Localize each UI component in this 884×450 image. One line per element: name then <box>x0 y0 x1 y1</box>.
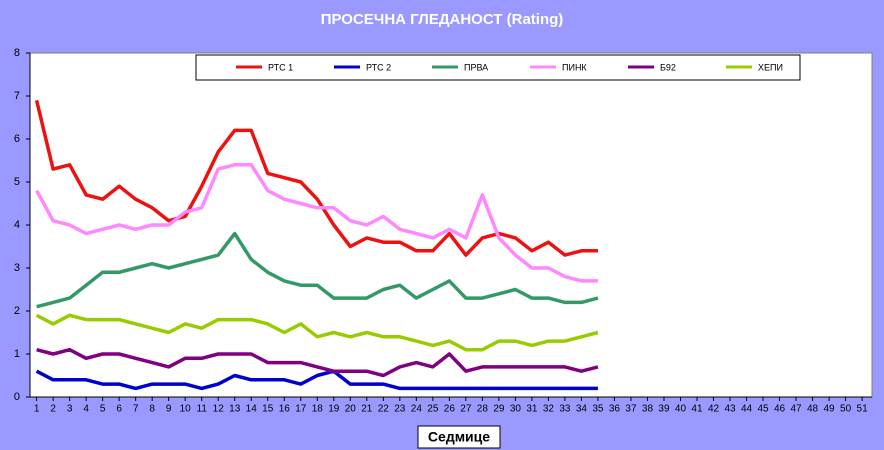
x-label-box <box>417 425 501 449</box>
x-tick-label: 13 <box>229 404 241 415</box>
y-tick-label: 6 <box>14 133 20 145</box>
x-tick-label: 44 <box>741 404 753 415</box>
x-tick-label: 42 <box>708 404 720 415</box>
x-tick-label: 6 <box>116 404 122 415</box>
x-tick-label: 36 <box>609 404 621 415</box>
y-tick-label: 5 <box>14 176 20 188</box>
x-tick-label: 25 <box>427 404 439 415</box>
legend <box>195 54 801 81</box>
x-tick-label: 3 <box>67 404 73 415</box>
x-tick-label: 41 <box>691 404 703 415</box>
x-tick-label: 24 <box>411 404 423 415</box>
legend-label: ПИНК <box>562 62 587 72</box>
chart-title: ПРОСЕЧНА ГЛЕДАНОСТ (Rating) <box>321 11 564 28</box>
x-tick-label: 8 <box>149 404 155 415</box>
x-tick-label: 51 <box>857 404 869 415</box>
x-tick-label: 22 <box>378 404 390 415</box>
y-tick-label: 7 <box>14 90 20 102</box>
x-tick-label: 28 <box>477 404 489 415</box>
x-tick-label: 15 <box>262 404 274 415</box>
x-tick-label: 10 <box>180 404 192 415</box>
x-tick-label: 7 <box>133 404 139 415</box>
y-tick-label: 8 <box>14 47 20 59</box>
x-tick-label: 45 <box>757 404 769 415</box>
y-tick-label: 4 <box>14 219 20 231</box>
series-line <box>35 369 598 391</box>
x-tick-label: 29 <box>493 404 505 415</box>
legend-label: Б92 <box>660 62 676 72</box>
x-tick-label: 4 <box>83 404 89 415</box>
series-line <box>36 347 599 378</box>
x-tick-label: 46 <box>774 404 786 415</box>
x-tick-label: 23 <box>394 404 406 415</box>
legend-label: ХЕПИ <box>758 62 783 72</box>
y-tick-label: 3 <box>14 262 20 274</box>
x-tick-label: 32 <box>543 404 555 415</box>
x-tick-label: 12 <box>213 404 225 415</box>
legend-label: РТС 2 <box>366 62 391 72</box>
x-tick-label: 27 <box>460 404 472 415</box>
series-line <box>34 99 598 257</box>
x-tick-label: 49 <box>824 404 836 415</box>
x-tick-label: 50 <box>840 404 852 415</box>
x-tick-label: 48 <box>807 404 819 415</box>
x-tick-label: 35 <box>592 404 604 415</box>
x-tick-label: 19 <box>328 404 340 415</box>
x-tick-label: 39 <box>658 404 670 415</box>
x-tick-label: 37 <box>625 404 637 415</box>
x-axis-label: Седмице <box>428 429 490 445</box>
x-tick-label: 18 <box>312 404 324 415</box>
x-tick-label: 21 <box>361 404 373 415</box>
x-tick-label: 40 <box>675 404 687 415</box>
x-tick-label: 2 <box>50 404 56 415</box>
y-tick-label: 0 <box>14 391 20 403</box>
x-tick-label: 34 <box>576 404 588 415</box>
y-tick-label: 2 <box>14 305 20 317</box>
x-tick-label: 26 <box>444 404 456 415</box>
x-tick-label: 11 <box>197 404 208 415</box>
series-line <box>35 313 599 352</box>
x-tick-label: 14 <box>246 404 258 415</box>
x-tick-label: 9 <box>166 404 172 415</box>
x-tick-label: 5 <box>100 404 106 415</box>
x-tick-label: 1 <box>34 404 40 415</box>
x-tick-label: 20 <box>345 404 357 415</box>
series-line <box>36 231 599 309</box>
x-tick-label: 43 <box>724 404 736 415</box>
series-line <box>35 163 598 283</box>
y-tick-label: 1 <box>14 348 20 360</box>
x-tick-label: 30 <box>510 404 522 415</box>
legend-label: ПРВА <box>464 62 488 72</box>
x-tick-label: 16 <box>279 404 291 415</box>
x-tick-label: 33 <box>559 404 571 415</box>
x-tick-label: 47 <box>790 404 802 415</box>
x-tick-label: 17 <box>295 404 307 415</box>
x-tick-label: 38 <box>642 404 654 415</box>
x-tick-label: 31 <box>526 404 538 415</box>
legend-label: РТС 1 <box>268 62 293 72</box>
